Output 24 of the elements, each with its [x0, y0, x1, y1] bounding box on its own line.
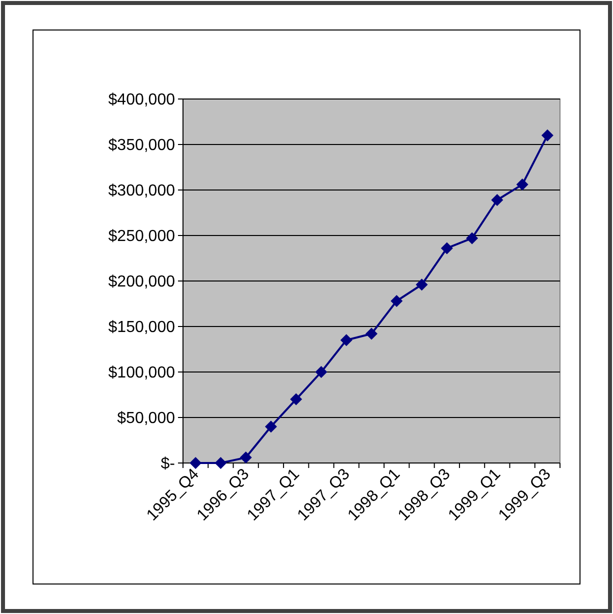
point	[240, 452, 252, 464]
y-tick-label: $400,000	[108, 92, 176, 109]
point	[390, 295, 403, 308]
point	[491, 194, 504, 206]
y-tick-label: $-	[160, 456, 175, 473]
point	[190, 457, 202, 469]
point	[290, 393, 302, 406]
y-tick-label: $350,000	[108, 137, 176, 154]
point	[340, 334, 352, 346]
y-tick-label: $50,000	[117, 410, 176, 428]
y-tick-label: $250,000	[108, 228, 176, 246]
point	[315, 366, 328, 378]
point	[440, 242, 453, 254]
y-tick-label: $300,000	[108, 182, 176, 200]
point	[541, 129, 554, 142]
point	[466, 232, 478, 244]
point	[366, 328, 378, 340]
y-tick-label: $200,000	[108, 274, 176, 291]
point	[516, 178, 528, 191]
y-tick-label: $100,000	[108, 364, 176, 382]
y-tick-label: $150,000	[108, 319, 176, 336]
point	[264, 420, 277, 433]
point	[416, 278, 428, 291]
point	[214, 457, 227, 469]
